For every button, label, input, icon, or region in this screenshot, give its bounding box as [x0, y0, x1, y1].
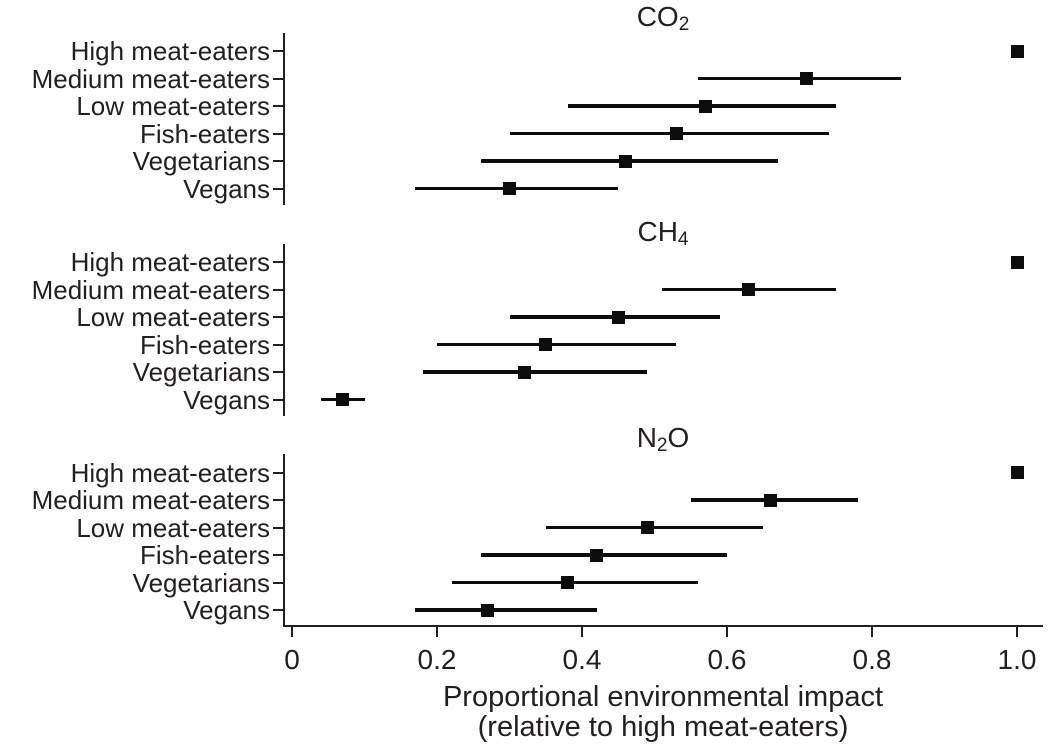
x-axis-tick-label: 0.4 — [562, 644, 602, 675]
point-marker — [561, 576, 574, 589]
point-marker — [539, 338, 553, 351]
y-axis-tick — [273, 132, 283, 135]
y-axis-tick — [273, 609, 283, 611]
panel-title-subscript: 2 — [656, 435, 668, 457]
row-label-vegetarians: Vegetarians — [132, 146, 270, 176]
row-label-vegans: Vegans — [183, 173, 270, 204]
row-label-vegetarians: Vegetarians — [132, 357, 270, 387]
error-bar — [451, 580, 698, 585]
error-bar — [415, 186, 619, 191]
row-label-high-meat-eaters: High meat-eaters — [70, 247, 270, 277]
x-axis-tick — [726, 626, 728, 637]
row-label-high-meat-eaters: High meat-eaters — [70, 36, 270, 66]
error-bar — [415, 608, 597, 612]
panel-title-subscript: 2 — [678, 14, 690, 36]
row-label-medium-meat-eaters: Medium meat-eaters — [31, 63, 270, 94]
y-axis-tick — [273, 554, 283, 556]
x-axis-tick-label: 0.2 — [417, 644, 457, 675]
error-bar — [437, 342, 677, 347]
y-axis-tick — [273, 499, 283, 501]
point-marker — [640, 521, 654, 534]
row-label-fish-eaters: Fish-eaters — [139, 118, 270, 149]
x-axis-tick — [436, 626, 438, 637]
y-axis-tick — [273, 160, 283, 162]
y-axis-tick — [273, 261, 283, 263]
point-marker — [742, 283, 756, 296]
y-axis-tick — [273, 343, 283, 346]
error-bar — [480, 553, 727, 557]
x-axis-tick — [1016, 626, 1018, 637]
point-marker — [503, 182, 516, 195]
point-marker — [1010, 466, 1024, 479]
row-label-low-meat-eaters: Low meat-eaters — [76, 91, 270, 121]
point-marker — [517, 365, 531, 379]
error-bar — [545, 525, 764, 530]
y-axis-spine — [283, 454, 285, 626]
point-marker — [698, 99, 712, 113]
point-marker — [619, 154, 632, 168]
point-marker — [611, 310, 625, 324]
point-marker — [1010, 255, 1024, 269]
row-label-medium-meat-eaters: Medium meat-eaters — [31, 485, 270, 515]
row-label-vegetarians: Vegetarians — [132, 567, 270, 598]
x-axis-tick — [871, 626, 873, 637]
panel-title: CH4 — [637, 216, 689, 251]
y-axis-tick — [273, 77, 283, 80]
x-axis-label-line2: (relative to high meat-eaters) — [477, 711, 849, 743]
point-marker — [800, 72, 814, 85]
panel-title: N2O — [636, 422, 690, 457]
point-marker — [1010, 44, 1024, 58]
point-marker — [336, 393, 350, 406]
row-label-low-meat-eaters: Low meat-eaters — [76, 512, 270, 543]
x-axis-line — [283, 625, 1043, 627]
panel-title-subscript: 4 — [677, 229, 689, 251]
y-axis-tick — [273, 471, 283, 474]
error-bar — [509, 131, 829, 136]
y-axis-tick — [273, 526, 283, 529]
y-axis-tick — [273, 398, 283, 401]
point-marker — [669, 127, 683, 140]
row-label-fish-eaters: Fish-eaters — [139, 540, 270, 570]
row-label-fish-eaters: Fish-eaters — [139, 329, 270, 360]
x-axis-tick — [581, 626, 583, 637]
y-axis-spine — [283, 244, 285, 416]
error-bar — [422, 370, 648, 374]
panel-title: CO2 — [636, 1, 690, 36]
row-label-vegans: Vegans — [183, 384, 270, 415]
row-label-vegans: Vegans — [183, 595, 270, 625]
y-axis-tick — [273, 187, 283, 190]
y-axis-tick — [273, 105, 283, 107]
row-label-medium-meat-eaters: Medium meat-eaters — [31, 274, 270, 305]
x-axis-tick-label: 0.6 — [707, 644, 747, 675]
y-axis-tick — [273, 316, 283, 318]
y-axis-spine — [283, 33, 285, 205]
y-axis-tick — [273, 581, 283, 584]
point-marker — [764, 493, 777, 507]
x-axis-label-line1: Proportional environmental impact — [442, 681, 884, 713]
point-marker — [590, 548, 603, 562]
row-label-high-meat-eaters: High meat-eaters — [70, 457, 270, 488]
error-bar — [698, 76, 901, 81]
x-axis-tick-label: 0 — [284, 644, 300, 675]
point-marker — [481, 603, 495, 617]
y-axis-tick — [273, 50, 283, 52]
row-label-low-meat-eaters: Low meat-eaters — [76, 302, 270, 332]
x-axis-tick-label: 0.8 — [852, 644, 892, 675]
x-axis-tick-label: 1.0 — [997, 644, 1037, 675]
x-axis-tick — [291, 626, 293, 637]
y-axis-tick — [273, 288, 283, 291]
y-axis-tick — [273, 371, 283, 373]
